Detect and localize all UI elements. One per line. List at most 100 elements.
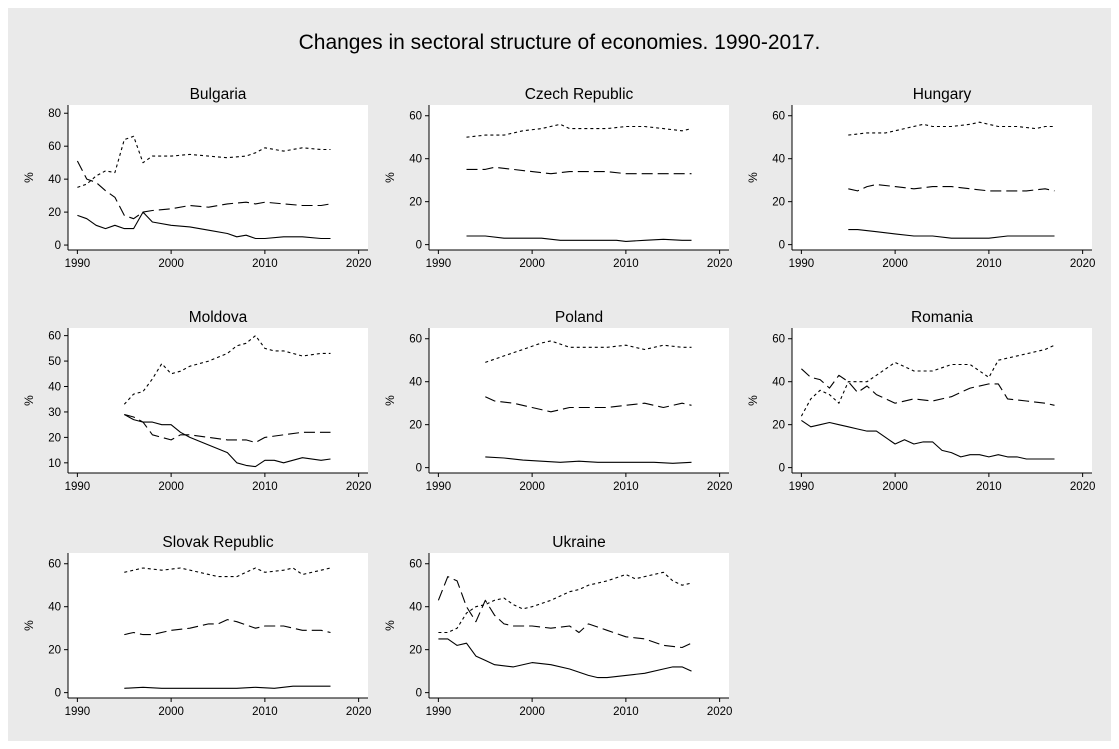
y-axis-label: %	[746, 395, 760, 406]
y-tick-label: 0	[416, 240, 422, 252]
x-tick-label: 1990	[789, 481, 815, 493]
x-tick-label: 1990	[65, 258, 91, 270]
y-tick-label: 0	[416, 463, 422, 475]
series-line-solid	[77, 211, 331, 240]
y-tick-label: 60	[409, 334, 422, 346]
series-line-long-dash	[848, 183, 1055, 192]
series-line-long-dash	[76, 160, 331, 220]
panel-6: Slovak Republic 0 20 40 60 1990 2000 2010 2020%	[22, 534, 371, 718]
x-tick-label: 2010	[976, 481, 1002, 493]
series-line-long-dash	[801, 368, 1055, 406]
panel-0: Bulgaria 0 20 40 60 80 1990 2000 2010 2020%	[22, 86, 371, 270]
y-tick-label: 40	[409, 602, 422, 614]
y-axis-label: %	[383, 172, 397, 183]
x-tick-label: 2020	[1070, 258, 1096, 270]
y-tick-label: 20	[409, 420, 422, 432]
y-axis-label: %	[22, 620, 36, 631]
y-tick-label: 30	[48, 407, 61, 419]
y-tick-label: 60	[48, 331, 61, 343]
y-tick-label: 60	[772, 334, 785, 346]
panel-title: Czech Republic	[525, 86, 634, 103]
series-line-short-dash	[438, 571, 692, 634]
y-tick-label: 40	[772, 377, 785, 389]
y-tick-label: 20	[772, 420, 785, 432]
y-tick-label: 40	[48, 174, 61, 186]
plot-area	[429, 553, 729, 698]
x-tick-label: 2000	[882, 258, 908, 270]
figure-background: Changes in sectoral structure of economi…	[8, 8, 1111, 741]
y-tick-label: 0	[55, 688, 61, 700]
y-tick-label: 20	[409, 645, 422, 657]
y-axis-label: %	[22, 395, 36, 406]
x-tick-label: 2010	[252, 481, 278, 493]
x-tick-label: 1990	[426, 481, 452, 493]
y-tick-label: 60	[409, 559, 422, 571]
y-axis-label: %	[383, 620, 397, 631]
y-tick-label: 0	[55, 240, 61, 252]
series-line-short-dash	[466, 123, 692, 138]
series-line-short-dash	[848, 121, 1055, 136]
x-tick-label: 2020	[346, 258, 372, 270]
panel-title: Hungary	[913, 86, 972, 103]
panel-title: Slovak Republic	[162, 534, 273, 551]
y-tick-label: 60	[772, 111, 785, 123]
y-tick-label: 0	[779, 463, 785, 475]
plot-area	[429, 105, 729, 250]
y-tick-label: 40	[409, 377, 422, 389]
series-line-short-dash	[124, 567, 331, 578]
panel-1: Czech Republic 0 20 40 60 1990 2000 2010 2020%	[383, 86, 732, 270]
panel-3: Moldova 10 20 30 40 50 60 1990 2000 2010 2020%	[22, 309, 371, 493]
panel-title: Romania	[911, 309, 973, 326]
y-axis-label: %	[22, 172, 36, 183]
plot-area	[68, 328, 368, 473]
x-tick-label: 2020	[346, 481, 372, 493]
y-tick-label: 20	[48, 645, 61, 657]
y-tick-label: 80	[48, 108, 61, 120]
panel-4: Poland 0 20 40 60 1990 2000 2010 2020%	[383, 309, 732, 493]
series-line-solid	[466, 235, 692, 242]
figure-title: Changes in sectoral structure of economi…	[298, 31, 821, 54]
y-tick-label: 40	[48, 382, 61, 394]
y-tick-label: 60	[48, 559, 61, 571]
y-tick-label: 20	[772, 197, 785, 209]
y-tick-label: 40	[48, 602, 61, 614]
y-tick-label: 40	[772, 154, 785, 166]
y-tick-label: 10	[48, 458, 61, 470]
panel-title: Ukraine	[552, 534, 605, 551]
x-tick-label: 2020	[707, 481, 733, 493]
y-tick-label: 60	[48, 141, 61, 153]
x-tick-label: 1990	[789, 258, 815, 270]
series-line-solid	[848, 229, 1055, 239]
y-tick-label: 20	[48, 207, 61, 219]
y-tick-label: 0	[416, 688, 422, 700]
y-tick-label: 0	[779, 240, 785, 252]
y-axis-label: %	[383, 395, 397, 406]
x-tick-label: 1990	[426, 258, 452, 270]
y-tick-label: 60	[409, 111, 422, 123]
plot-area	[68, 553, 368, 698]
series-line-solid	[485, 456, 692, 464]
x-tick-label: 2010	[613, 258, 639, 270]
y-tick-label: 50	[48, 356, 61, 368]
x-tick-label: 2010	[252, 258, 278, 270]
series-line-short-dash	[800, 344, 1055, 417]
y-tick-label: 20	[48, 432, 61, 444]
panel-5: Romania 0 20 40 60 1990 2000 2010 2020%	[746, 309, 1095, 493]
x-tick-label: 2000	[158, 706, 184, 718]
y-tick-label: 20	[409, 197, 422, 209]
panel-7: Ukraine 0 20 40 60 1990 2000 2010 2020%	[383, 534, 732, 718]
panel-title: Bulgaria	[190, 86, 247, 103]
x-tick-label: 2010	[613, 481, 639, 493]
plot-area	[68, 105, 368, 250]
y-tick-label: 40	[409, 154, 422, 166]
series-line-long-dash	[437, 576, 692, 649]
series-line-long-dash	[124, 413, 331, 444]
series-line-solid	[801, 419, 1055, 460]
x-tick-label: 2020	[707, 258, 733, 270]
x-tick-label: 2000	[519, 706, 545, 718]
series-line-solid	[124, 414, 331, 468]
plot-area	[429, 328, 729, 473]
x-tick-label: 2010	[613, 706, 639, 718]
x-tick-label: 2020	[1070, 481, 1096, 493]
